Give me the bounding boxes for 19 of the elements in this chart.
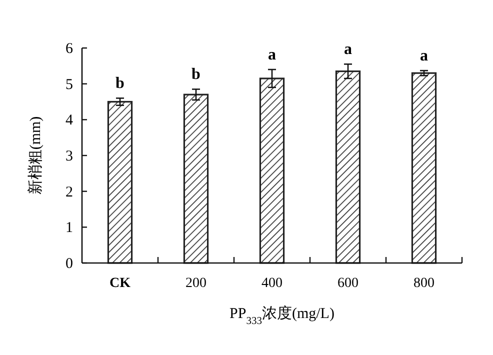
annotation: a [420,48,428,65]
y-axis-title: 新梢粗(mm) [27,116,44,195]
y-tick-label: 4 [66,112,74,129]
y-tick-label: 1 [66,220,73,236]
x-axis-title: PP$_{333}$浓度(mg/L) [230,305,334,326]
y-tick-label: 0 [66,256,73,272]
x-tick-label: 800 [414,276,434,291]
x-tick-label: 400 [262,276,282,291]
x-tick-label: 600 [338,276,358,291]
annotation: b [116,75,125,92]
y-tick-label: 2 [66,184,73,200]
annotation: a [344,41,352,58]
y-tick-label: 6 [66,41,74,57]
annotation: b [192,66,201,84]
y-tick-label: 5 [66,76,73,93]
x-tick-label: 200 [186,276,206,291]
x-tick-label: CK [110,276,131,291]
y-tick-label: 3 [66,148,73,164]
annotation: a [268,46,276,64]
